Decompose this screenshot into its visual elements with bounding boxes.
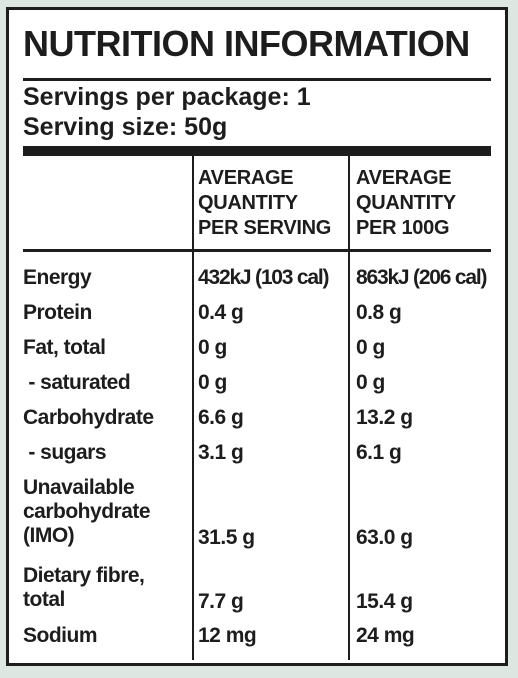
sugars-per-serving: 3.1 g (198, 441, 244, 464)
header-line: QUANTITY (198, 192, 298, 214)
header-per-serving: AVERAGE QUANTITY PER SERVING (198, 166, 331, 241)
protein-per-serving: 0.4 g (198, 301, 244, 324)
header-line: AVERAGE (356, 167, 452, 189)
protein-per-100g: 0.8 g (356, 301, 402, 324)
serving-size: Serving size: 50g (23, 113, 228, 141)
table-divider (23, 249, 491, 252)
sugars-per-100g: 6.1 g (356, 441, 402, 464)
carbohydrate-per-serving: 6.6 g (198, 406, 244, 429)
column-divider-1 (192, 155, 194, 660)
row-label-fat-total: Fat, total (23, 336, 106, 359)
carbohydrate-per-100g: 13.2 g (356, 406, 413, 429)
panel-title: NUTRITION INFORMATION (23, 23, 470, 64)
sodium-per-serving: 12 mg (198, 624, 257, 647)
saturated-per-serving: 0 g (198, 371, 227, 394)
sodium-per-100g: 24 mg (356, 624, 415, 647)
header-line: PER 100G (356, 217, 450, 239)
row-label-energy: Energy (23, 266, 92, 289)
title-divider (23, 78, 491, 81)
servings-per-package: Servings per package: 1 (23, 83, 311, 111)
row-label-dietary-fibre-line2: total (23, 588, 65, 611)
row-label-carbohydrate: Carbohydrate (23, 406, 154, 429)
row-label-unavailable-carbohydrate-line3: (IMO) (23, 524, 75, 547)
header-line: PER SERVING (198, 217, 332, 239)
column-divider-2 (348, 155, 350, 660)
imo-per-100g: 63.0 g (356, 526, 413, 549)
row-label-saturated: - saturated (23, 371, 131, 394)
saturated-per-100g: 0 g (356, 371, 385, 394)
energy-per-100g: 863kJ (206 cal) (356, 266, 487, 289)
fibre-per-100g: 15.4 g (356, 590, 413, 613)
row-label-sodium: Sodium (23, 624, 98, 647)
fat-total-per-serving: 0 g (198, 336, 227, 359)
row-label-sugars: - sugars (23, 441, 107, 464)
nutrition-panel: NUTRITION INFORMATION Servings per packa… (6, 7, 508, 666)
header-line: AVERAGE (198, 167, 294, 189)
imo-per-serving: 31.5 g (198, 526, 255, 549)
header-divider (23, 146, 491, 156)
row-label-protein: Protein (23, 301, 92, 324)
row-label-unavailable-carbohydrate-line1: Unavailable (23, 476, 135, 499)
row-label-dietary-fibre-line1: Dietary fibre, (23, 564, 145, 587)
header-line: QUANTITY (356, 192, 456, 214)
header-per-100g: AVERAGE QUANTITY PER 100G (356, 166, 456, 241)
energy-per-serving: 432kJ (103 cal) (198, 266, 329, 289)
fat-total-per-100g: 0 g (356, 336, 385, 359)
fibre-per-serving: 7.7 g (198, 590, 244, 613)
row-label-unavailable-carbohydrate-line2: carbohydrate (23, 500, 151, 523)
